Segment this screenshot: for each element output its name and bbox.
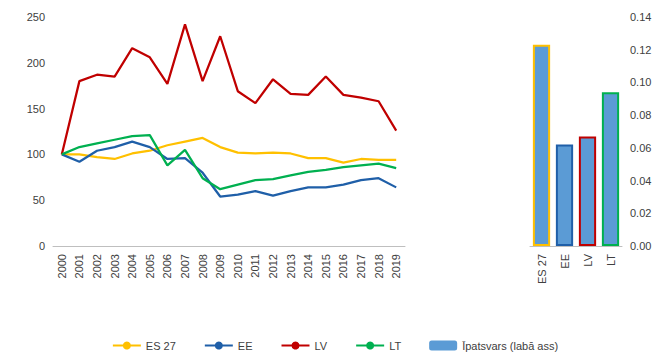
svg-text:2010: 2010 (232, 254, 244, 278)
svg-text:2007: 2007 (179, 254, 191, 278)
svg-text:0.00: 0.00 (630, 240, 651, 252)
svg-text:2008: 2008 (197, 254, 209, 278)
svg-text:0.08: 0.08 (630, 109, 651, 121)
svg-text:0.02: 0.02 (630, 207, 651, 219)
svg-text:0.14: 0.14 (630, 11, 651, 23)
svg-text:2005: 2005 (144, 254, 156, 278)
svg-text:2013: 2013 (285, 254, 297, 278)
svg-text:LV: LV (582, 253, 594, 266)
svg-text:2001: 2001 (73, 254, 85, 278)
svg-text:2009: 2009 (214, 254, 226, 278)
svg-text:0.10: 0.10 (630, 76, 651, 88)
svg-text:ES 27: ES 27 (536, 254, 548, 284)
svg-text:250: 250 (27, 11, 45, 23)
svg-text:LT: LT (605, 254, 617, 266)
svg-text:2015: 2015 (320, 254, 332, 278)
svg-text:0.06: 0.06 (630, 142, 651, 154)
svg-text:100: 100 (27, 148, 45, 160)
svg-text:ES 27: ES 27 (146, 340, 176, 352)
svg-text:2017: 2017 (355, 254, 367, 278)
svg-text:2011: 2011 (249, 254, 261, 278)
svg-text:LV: LV (314, 340, 327, 352)
svg-text:2000: 2000 (56, 254, 68, 278)
svg-text:2018: 2018 (373, 254, 385, 278)
svg-text:0.04: 0.04 (630, 175, 651, 187)
svg-text:2016: 2016 (337, 254, 349, 278)
svg-text:Īpatsvars (labā ass): Īpatsvars (labā ass) (462, 340, 558, 352)
svg-text:2004: 2004 (126, 254, 138, 278)
svg-text:150: 150 (27, 103, 45, 115)
svg-text:50: 50 (33, 194, 45, 206)
svg-text:200: 200 (27, 57, 45, 69)
svg-text:2012: 2012 (267, 254, 279, 278)
svg-text:0: 0 (39, 240, 45, 252)
svg-text:EE: EE (238, 340, 253, 352)
svg-text:2003: 2003 (109, 254, 121, 278)
svg-text:EE: EE (559, 254, 571, 269)
svg-text:LT: LT (389, 340, 401, 352)
svg-text:2002: 2002 (91, 254, 103, 278)
svg-text:2014: 2014 (302, 254, 314, 278)
svg-text:2006: 2006 (161, 254, 173, 278)
svg-text:0.12: 0.12 (630, 44, 651, 56)
svg-text:2019: 2019 (390, 254, 402, 278)
